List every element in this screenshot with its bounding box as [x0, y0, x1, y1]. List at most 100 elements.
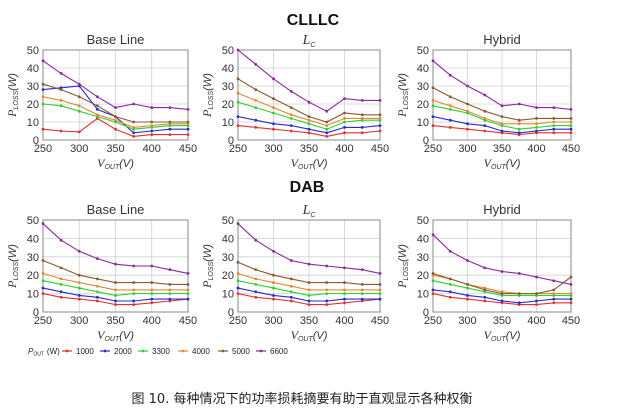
data-point: [186, 297, 190, 301]
data-point: [289, 124, 293, 127]
chart-panel: 250 300 350 400 450 0 10 20 30 40 50 Hybrid VOUT(V) P…: [395, 32, 580, 171]
data-point: [132, 102, 136, 106]
data-point: [569, 275, 573, 279]
data-point: [500, 104, 504, 108]
data-point: [289, 299, 293, 303]
data-point: [466, 286, 469, 290]
y-axis-label-unit: (W): [7, 244, 19, 262]
data-point: [114, 299, 117, 303]
data-point: [552, 106, 556, 109]
data-point: [431, 279, 435, 283]
data-point: [114, 294, 117, 297]
data-point: [289, 129, 293, 133]
y-tick-label: 20: [417, 270, 429, 282]
x-axis-label-sub: OUT: [491, 164, 507, 171]
figure-caption: 图 10. 每种情况下的功率损耗摘要有助于直观显示各种权衡: [132, 391, 473, 407]
data-point: [114, 106, 117, 109]
data-point: [307, 122, 311, 126]
panel-title: Base Line: [87, 32, 145, 47]
data-point: [114, 118, 117, 122]
x-tick-label: 350: [106, 143, 124, 155]
data-point: [466, 84, 469, 88]
y-tick-label: 20: [222, 99, 234, 111]
x-tick-label: 450: [562, 315, 580, 327]
data-point: [343, 97, 346, 100]
data-point: [517, 102, 521, 106]
data-point: [236, 279, 240, 283]
data-point: [552, 131, 556, 135]
x-axis-label-unit: (V): [313, 330, 328, 342]
data-point: [569, 117, 573, 120]
data-point: [236, 77, 240, 81]
data-point: [132, 288, 136, 292]
data-point: [254, 118, 258, 122]
y-axis-label-unit: (W): [7, 73, 19, 91]
data-point: [500, 115, 504, 118]
x-axis-label-sub: OUT: [298, 336, 314, 343]
data-point: [535, 292, 538, 295]
data-point: [41, 59, 45, 63]
data-point: [95, 277, 99, 281]
data-point: [552, 292, 556, 295]
data-point: [378, 124, 382, 127]
data-point: [448, 104, 452, 108]
data-point: [168, 297, 172, 301]
data-point: [378, 271, 382, 275]
plot-frame: [432, 219, 572, 313]
data-point: [150, 129, 154, 133]
data-point: [343, 288, 346, 292]
plot-frame: [237, 219, 381, 313]
chart-panel: 250 300 350 400 450 0 10 20 30 40 50 LC VOUT(V) PLOSS…: [200, 33, 389, 171]
data-point: [150, 106, 154, 109]
data-point: [132, 281, 136, 284]
data-point: [186, 271, 190, 275]
legend-title-main: P: [28, 347, 34, 356]
y-axis-label-unit: (W): [202, 73, 214, 91]
data-point: [360, 297, 364, 301]
data-point: [132, 292, 136, 295]
data-point: [289, 90, 293, 93]
y-axis-label-sub: LOSS: [403, 91, 410, 110]
data-point: [272, 127, 275, 131]
data-point: [535, 126, 538, 129]
x-tick-label: 300: [458, 143, 476, 155]
data-point: [132, 126, 136, 129]
data-point: [114, 281, 117, 284]
data-point: [41, 259, 45, 262]
x-axis-label: VOUT(V): [97, 328, 134, 343]
data-point: [307, 100, 311, 104]
data-point: [41, 279, 45, 283]
data-point: [272, 273, 275, 277]
data-point: [132, 264, 136, 268]
x-tick-label: 350: [493, 315, 511, 327]
y-tick-label: 20: [417, 99, 429, 111]
data-point: [95, 108, 99, 111]
data-point: [431, 288, 435, 292]
legend-title-unit: (W): [47, 347, 60, 356]
x-tick-label: 450: [371, 315, 389, 327]
y-tick-label: 40: [417, 233, 429, 245]
data-point: [272, 77, 275, 81]
data-point: [466, 297, 469, 301]
y-axis-label: PLOSS(W): [395, 73, 410, 118]
data-point: [569, 131, 573, 135]
y-tick-label: 30: [27, 252, 39, 264]
y-tick-label: 50: [27, 45, 39, 57]
y-tick-label: 30: [222, 252, 234, 264]
data-point: [289, 284, 293, 288]
data-point: [552, 288, 556, 292]
x-tick-label: 350: [493, 143, 511, 155]
y-tick-label: 30: [222, 81, 234, 93]
data-point: [552, 127, 556, 131]
y-tick-label: 30: [27, 81, 39, 93]
y-tick-label: 40: [222, 63, 234, 75]
data-point: [41, 82, 45, 86]
panel-title-sub: C: [310, 212, 316, 219]
data-point: [569, 127, 573, 131]
data-point: [289, 106, 293, 109]
data-point: [483, 295, 487, 299]
data-point: [483, 109, 487, 113]
data-point: [448, 73, 452, 77]
x-tick-label: 400: [335, 143, 353, 155]
data-point: [552, 297, 556, 301]
